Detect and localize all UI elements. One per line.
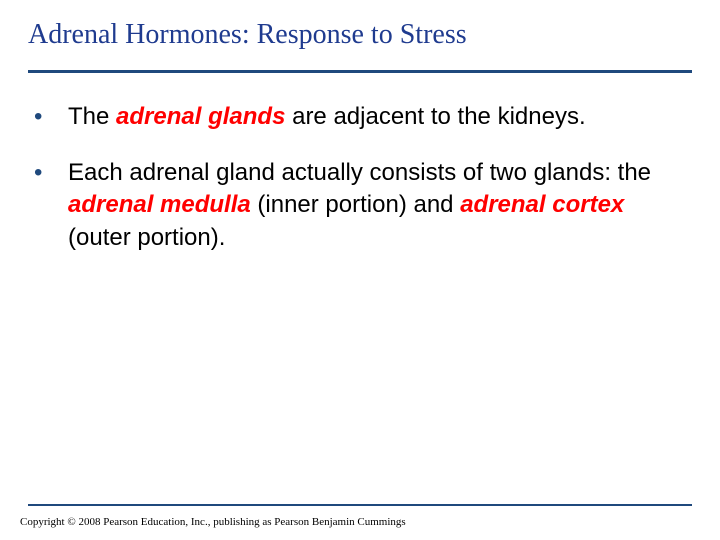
body-text: The [68, 103, 116, 130]
slide-title: Adrenal Hormones: Response to Stress [28, 18, 692, 52]
copyright-text: Copyright © 2008 Pearson Education, Inc.… [20, 516, 406, 528]
bullet-item: Each adrenal gland actually consists of … [34, 157, 692, 254]
slide: Adrenal Hormones: Response to Stress The… [0, 0, 720, 540]
bullet-list: The adrenal glands are adjacent to the k… [28, 101, 692, 255]
key-term: adrenal glands [116, 103, 285, 130]
key-term: adrenal cortex [460, 191, 624, 218]
body-text: Each adrenal gland actually consists of … [68, 159, 651, 186]
body-text: (inner portion) and [251, 191, 460, 218]
body-text: are adjacent to the kidneys. [285, 103, 585, 130]
title-divider [28, 70, 692, 73]
bullet-item: The adrenal glands are adjacent to the k… [34, 101, 692, 133]
key-term: adrenal medulla [68, 191, 251, 218]
body-text: (outer portion). [68, 224, 225, 251]
footer-divider [28, 504, 692, 506]
